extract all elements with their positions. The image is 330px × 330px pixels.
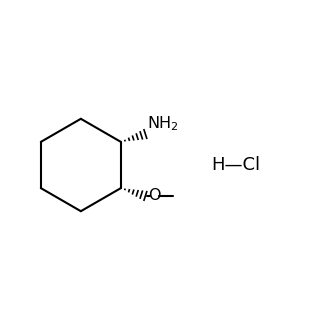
Text: O: O — [148, 188, 161, 203]
Text: NH$_2$: NH$_2$ — [148, 115, 179, 133]
Text: H—Cl: H—Cl — [211, 156, 260, 174]
